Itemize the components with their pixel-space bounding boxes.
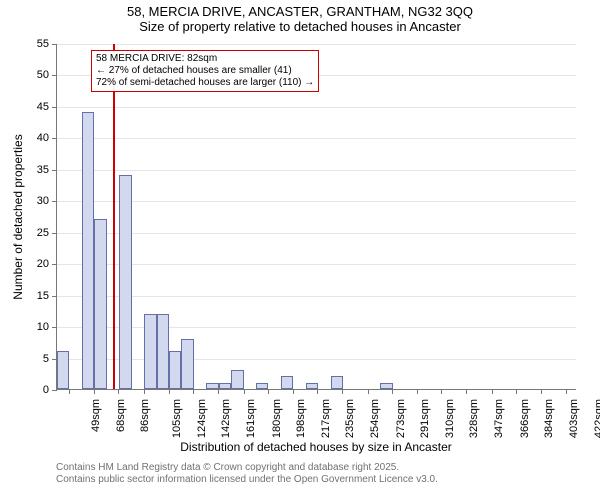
histogram-bar (256, 383, 268, 389)
x-tick-label: 86sqm (139, 399, 151, 432)
y-tick-label: 45 (37, 101, 57, 113)
x-tick-mark (466, 389, 467, 394)
grid-line (57, 233, 576, 234)
grid-line (57, 170, 576, 171)
x-tick-mark (244, 389, 245, 394)
x-tick-mark (69, 389, 70, 394)
annotation-line-3: 72% of semi-detached houses are larger (… (96, 77, 314, 89)
annotation-line-1: 58 MERCIA DRIVE: 82sqm (96, 53, 314, 65)
histogram-plot: 051015202530354045505558 MERCIA DRIVE: 8… (56, 44, 576, 390)
x-tick-mark (193, 389, 194, 394)
x-tick-label: 254sqm (369, 399, 381, 438)
grid-line (57, 107, 576, 108)
footer-line-1: Contains HM Land Registry data © Crown c… (56, 462, 438, 474)
histogram-bar (331, 376, 343, 389)
annotation-box: 58 MERCIA DRIVE: 82sqm← 27% of detached … (91, 50, 319, 92)
x-tick-label: 366sqm (519, 399, 531, 438)
x-tick-mark (94, 389, 95, 394)
x-tick-mark (342, 389, 343, 394)
x-tick-label: 142sqm (220, 399, 232, 438)
x-tick-label: 49sqm (90, 399, 102, 432)
chart-footer: Contains HM Land Registry data © Crown c… (56, 462, 438, 486)
grid-line (57, 296, 576, 297)
marker-line (113, 44, 115, 389)
grid-line (57, 44, 576, 45)
x-tick-mark (169, 389, 170, 394)
x-tick-mark (118, 389, 119, 394)
y-tick-label: 5 (43, 353, 57, 365)
histogram-bar (169, 351, 181, 389)
x-tick-mark (268, 389, 269, 394)
chart-title: 58, MERCIA DRIVE, ANCASTER, GRANTHAM, NG… (0, 4, 600, 34)
x-tick-label: 291sqm (419, 399, 431, 438)
x-tick-label: 347sqm (493, 399, 505, 438)
x-tick-label: 68sqm (115, 399, 127, 432)
x-tick-label: 235sqm (344, 399, 356, 438)
x-tick-label: 124sqm (196, 399, 208, 438)
annotation-line-2: ← 27% of detached houses are smaller (41… (96, 65, 314, 77)
x-tick-label: 105sqm (171, 399, 183, 438)
footer-line-2: Contains public sector information licen… (56, 474, 438, 486)
grid-line (57, 138, 576, 139)
x-tick-mark (492, 389, 493, 394)
grid-line (57, 359, 576, 360)
y-tick-label: 30 (37, 195, 57, 207)
x-tick-label: 422sqm (593, 399, 600, 438)
histogram-bar (82, 112, 94, 389)
x-tick-mark (566, 389, 567, 394)
histogram-bar (206, 383, 218, 389)
x-tick-label: 273sqm (395, 399, 407, 438)
histogram-bar (57, 351, 69, 389)
x-tick-mark (368, 389, 369, 394)
grid-line (57, 327, 576, 328)
histogram-bar (144, 314, 156, 389)
y-tick-label: 50 (37, 69, 57, 81)
title-line-2: Size of property relative to detached ho… (0, 19, 600, 34)
y-tick-label: 35 (37, 164, 57, 176)
y-tick-label: 0 (43, 384, 57, 396)
x-tick-label: 217sqm (320, 399, 332, 438)
x-axis-label: Distribution of detached houses by size … (56, 440, 576, 454)
x-tick-label: 328sqm (468, 399, 480, 438)
y-tick-label: 55 (37, 38, 57, 50)
x-tick-mark (218, 389, 219, 394)
x-tick-label: 180sqm (271, 399, 283, 438)
x-tick-mark (516, 389, 517, 394)
y-tick-label: 25 (37, 227, 57, 239)
histogram-bar (119, 175, 131, 389)
histogram-bar (231, 370, 243, 389)
x-tick-mark (417, 389, 418, 394)
grid-line (57, 201, 576, 202)
y-tick-label: 40 (37, 132, 57, 144)
x-tick-label: 310sqm (444, 399, 456, 438)
x-tick-mark (392, 389, 393, 394)
x-tick-mark (293, 389, 294, 394)
y-tick-label: 15 (37, 290, 57, 302)
histogram-bar (157, 314, 169, 389)
grid-line (57, 264, 576, 265)
y-tick-label: 10 (37, 321, 57, 333)
histogram-bar (281, 376, 293, 389)
x-tick-label: 403sqm (568, 399, 580, 438)
x-tick-mark (317, 389, 318, 394)
y-axis-label: Number of detached properties (11, 127, 25, 307)
title-line-1: 58, MERCIA DRIVE, ANCASTER, GRANTHAM, NG… (0, 4, 600, 19)
x-tick-label: 198sqm (295, 399, 307, 438)
histogram-bar (219, 383, 231, 389)
y-tick-label: 20 (37, 258, 57, 270)
x-tick-mark (144, 389, 145, 394)
histogram-bar (94, 219, 106, 389)
x-tick-label: 161sqm (245, 399, 257, 438)
histogram-bar (181, 339, 193, 389)
x-tick-mark (441, 389, 442, 394)
x-tick-label: 384sqm (543, 399, 555, 438)
x-tick-mark (541, 389, 542, 394)
